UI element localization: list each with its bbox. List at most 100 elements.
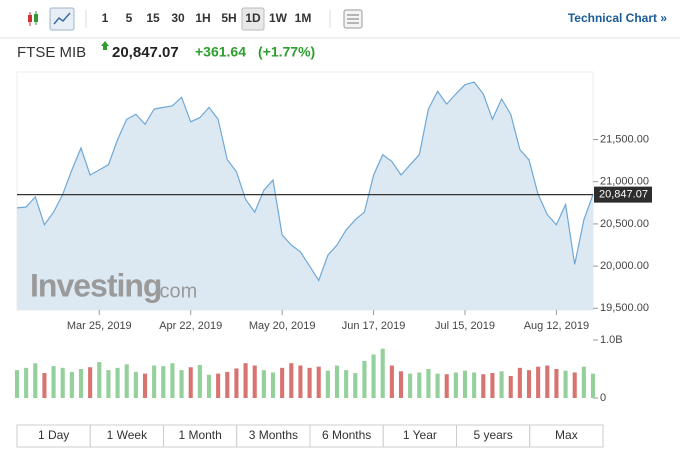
- volume-bar: [362, 360, 367, 398]
- volume-bar: [170, 363, 175, 398]
- up-arrow: [101, 41, 109, 46]
- range-button[interactable]: Max: [555, 428, 578, 442]
- interval-button[interactable]: 5H: [221, 11, 236, 25]
- volume-bar: [206, 374, 212, 398]
- volume-bar: [481, 374, 486, 398]
- volume-bar: [14, 370, 20, 398]
- volume-bar: [243, 363, 248, 398]
- range-button[interactable]: 3 Months: [249, 428, 298, 442]
- range-button[interactable]: 1 Month: [178, 428, 221, 442]
- x-tick-label: Aug 12, 2019: [524, 320, 589, 332]
- volume-bar: [179, 370, 184, 398]
- candle-icon[interactable]: [28, 11, 38, 26]
- volume-bar: [517, 367, 522, 398]
- volume-bar: [252, 365, 257, 398]
- y-tick-label: 0: [600, 392, 606, 404]
- toolbar: [0, 0, 679, 38]
- interval-button[interactable]: 1D: [245, 11, 261, 25]
- line-chart-icon[interactable]: [49, 7, 75, 31]
- volume-bar: [261, 370, 266, 398]
- volume-bar: [161, 366, 166, 398]
- volume-bar: [563, 370, 568, 398]
- change: +361.64: [195, 44, 246, 60]
- volume-bar: [490, 373, 495, 398]
- active-interval-bg: [241, 7, 265, 31]
- settings-icon[interactable]: [343, 9, 363, 29]
- volume-bar: [307, 367, 312, 398]
- price: 20,847.07: [112, 44, 179, 61]
- volume-bar: [590, 373, 596, 398]
- x-tick-label: Mar 25, 2019: [67, 320, 132, 332]
- range-button[interactable]: 1 Year: [403, 428, 437, 442]
- volume-bar: [499, 371, 504, 398]
- interval-button[interactable]: 30: [171, 11, 185, 25]
- volume-bar: [371, 354, 376, 398]
- watermark-suffix: .com: [154, 280, 197, 302]
- interval-button[interactable]: 1M: [295, 11, 312, 25]
- volume-bar: [581, 366, 586, 398]
- range-button[interactable]: 1 Week: [107, 428, 148, 442]
- y-tick-label: 21,000.00: [600, 176, 649, 188]
- technical-chart-link[interactable]: Technical Chart »: [568, 11, 667, 25]
- range-button[interactable]: 6 Months: [322, 428, 371, 442]
- volume-bar: [380, 348, 385, 398]
- last-value-tag: [594, 186, 652, 203]
- x-tick-label: Apr 22, 2019: [159, 320, 222, 332]
- volume-bar: [554, 369, 559, 398]
- volume-bar: [408, 373, 413, 398]
- volume-bar: [97, 362, 102, 398]
- interval-button[interactable]: 1: [102, 11, 109, 25]
- volume-bar: [334, 365, 340, 398]
- range-button[interactable]: 5 years: [473, 428, 512, 442]
- y-tick-label: 1.0B: [600, 334, 623, 346]
- area-fill: [17, 82, 593, 310]
- interval-button[interactable]: 1H: [195, 11, 210, 25]
- price-line: [16, 81, 594, 282]
- volume-bar: [316, 366, 321, 398]
- change-percent: (+1.77%): [258, 44, 315, 60]
- volume-bar: [88, 367, 93, 398]
- volume-bar: [216, 373, 221, 398]
- volume-bar: [325, 370, 330, 398]
- interval-button[interactable]: 5: [126, 11, 133, 25]
- volume-bar: [133, 371, 138, 398]
- volume-bar: [42, 373, 47, 398]
- up-arrow: [103, 46, 107, 50]
- volume-bar: [298, 365, 303, 398]
- volume-bar: [124, 364, 129, 398]
- volume-bar: [197, 364, 202, 398]
- volume-bar: [389, 365, 394, 398]
- x-tick-label: Jul 15, 2019: [435, 320, 495, 332]
- volume-bar: [536, 366, 541, 398]
- x-tick-label: May 20, 2019: [249, 320, 316, 332]
- volume-bar: [453, 372, 458, 398]
- volume-bar: [69, 371, 74, 398]
- volume-bar: [24, 367, 29, 398]
- x-tick-label: Jun 17, 2019: [342, 320, 406, 332]
- range-button-bg[interactable]: [529, 424, 604, 448]
- last-value-label: 20,847.07: [599, 189, 648, 201]
- y-tick-label: 19,500.00: [600, 302, 649, 314]
- y-tick-label: 21,500.00: [600, 133, 649, 145]
- volume-bar: [234, 368, 239, 398]
- volume-bar: [472, 372, 477, 398]
- range-button[interactable]: 1 Day: [38, 428, 69, 442]
- volume-bar: [572, 372, 577, 398]
- y-tick-label: 20,500.00: [600, 218, 649, 230]
- volume-bar: [462, 370, 468, 398]
- volume-bar: [398, 371, 404, 398]
- volume-bar: [545, 365, 550, 398]
- volume-bar: [270, 372, 276, 398]
- volume-bar: [353, 373, 358, 398]
- volume-bar: [435, 373, 440, 398]
- volume-bar: [526, 370, 532, 398]
- interval-button[interactable]: 15: [146, 11, 160, 25]
- interval-button[interactable]: 1W: [269, 11, 288, 25]
- volume-bar: [115, 367, 120, 398]
- volume-bar: [344, 370, 349, 398]
- volume-bar: [106, 370, 111, 398]
- volume-bar: [60, 367, 65, 398]
- watermark-brand: Investing: [30, 267, 161, 303]
- volume-bar: [508, 375, 513, 398]
